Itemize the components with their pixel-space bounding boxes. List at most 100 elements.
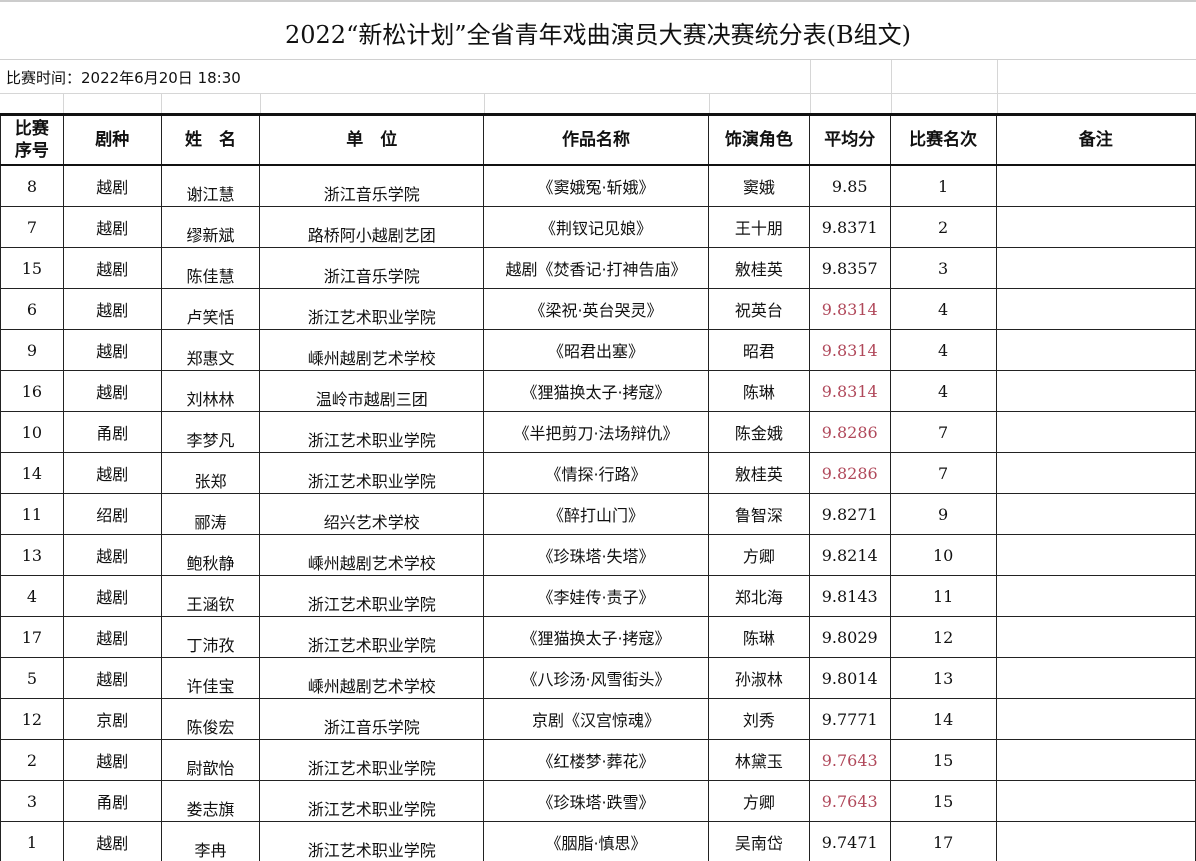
cell-unit[interactable]: 温岭市越剧三团 [259, 370, 485, 412]
cell-note[interactable] [995, 206, 1196, 248]
cell-role[interactable]: 窦娥 [707, 164, 810, 207]
cell-role[interactable]: 敫桂英 [707, 452, 810, 494]
cell-no[interactable]: 5 [0, 657, 64, 699]
cell-genre[interactable]: 越剧 [62, 206, 162, 248]
cell-work[interactable]: 《醉打山门》 [483, 493, 709, 535]
cell-role[interactable]: 鲁智深 [707, 493, 810, 535]
cell-genre[interactable]: 越剧 [62, 329, 162, 371]
cell-unit[interactable]: 绍兴艺术学校 [259, 493, 485, 535]
cell-score[interactable]: 9.8271 [808, 493, 891, 535]
cell-name[interactable]: 丁沛孜 [160, 616, 261, 658]
cell-no[interactable]: 11 [0, 493, 64, 535]
cell-unit[interactable]: 浙江艺术职业学院 [259, 288, 485, 330]
cell-work[interactable]: 《狸猫换太子·拷寇》 [483, 616, 709, 658]
cell-unit[interactable]: 浙江艺术职业学院 [259, 411, 485, 453]
cell-work[interactable]: 《狸猫换太子·拷寇》 [483, 370, 709, 412]
cell-unit[interactable]: 嵊州越剧艺术学校 [259, 657, 485, 699]
cell-role[interactable]: 陈琳 [707, 616, 810, 658]
cell-unit[interactable]: 嵊州越剧艺术学校 [259, 534, 485, 576]
cell-rank[interactable]: 15 [889, 739, 997, 781]
cell-note[interactable] [995, 575, 1196, 617]
cell-work[interactable]: 《窦娥冤·斩娥》 [483, 164, 709, 207]
cell-genre[interactable]: 越剧 [62, 370, 162, 412]
cell-role[interactable]: 敫桂英 [707, 247, 810, 289]
cell-genre[interactable]: 越剧 [62, 821, 162, 861]
cell-work[interactable]: 《荆钗记见娘》 [483, 206, 709, 248]
cell-name[interactable]: 缪新斌 [160, 206, 261, 248]
cell-role[interactable]: 昭君 [707, 329, 810, 371]
cell-rank[interactable]: 11 [889, 575, 997, 617]
cell-no[interactable]: 8 [0, 164, 64, 207]
cell-score[interactable]: 9.8214 [808, 534, 891, 576]
cell-name[interactable]: 李梦凡 [160, 411, 261, 453]
header-col-note[interactable]: 备注 [995, 113, 1196, 166]
cell-unit[interactable]: 浙江音乐学院 [259, 698, 485, 740]
cell-score[interactable]: 9.8014 [808, 657, 891, 699]
cell-note[interactable] [995, 247, 1196, 289]
cell-rank[interactable]: 1 [889, 164, 997, 207]
cell-no[interactable]: 9 [0, 329, 64, 371]
cell-no[interactable]: 12 [0, 698, 64, 740]
cell-note[interactable] [995, 288, 1196, 330]
cell-name[interactable]: 刘林林 [160, 370, 261, 412]
cell-note[interactable] [995, 329, 1196, 371]
cell-no[interactable]: 13 [0, 534, 64, 576]
cell-no[interactable]: 7 [0, 206, 64, 248]
cell-name[interactable]: 陈俊宏 [160, 698, 261, 740]
cell-role[interactable]: 陈琳 [707, 370, 810, 412]
cell-score[interactable]: 9.8314 [808, 370, 891, 412]
cell-genre[interactable]: 越剧 [62, 534, 162, 576]
cell-work[interactable]: 《珍珠塔·失塔》 [483, 534, 709, 576]
cell-note[interactable] [995, 370, 1196, 412]
cell-score[interactable]: 9.8314 [808, 329, 891, 371]
cell-genre[interactable]: 越剧 [62, 247, 162, 289]
header-col-rank[interactable]: 比赛名次 [889, 113, 997, 166]
cell-name[interactable]: 李冉 [160, 821, 261, 861]
cell-unit[interactable]: 浙江艺术职业学院 [259, 780, 485, 822]
cell-work[interactable]: 《胭脂·慎思》 [483, 821, 709, 861]
cell-genre[interactable]: 越剧 [62, 452, 162, 494]
cell-no[interactable]: 16 [0, 370, 64, 412]
cell-work[interactable]: 《情探·行路》 [483, 452, 709, 494]
cell-no[interactable]: 3 [0, 780, 64, 822]
cell-role[interactable]: 刘秀 [707, 698, 810, 740]
cell-genre[interactable]: 越剧 [62, 739, 162, 781]
cell-unit[interactable]: 浙江音乐学院 [259, 164, 485, 207]
cell-work[interactable]: 《八珍汤·风雪街头》 [483, 657, 709, 699]
cell-work[interactable]: 京剧《汉宫惊魂》 [483, 698, 709, 740]
cell-role[interactable]: 林黛玉 [707, 739, 810, 781]
cell-no[interactable]: 2 [0, 739, 64, 781]
cell-name[interactable]: 鲍秋静 [160, 534, 261, 576]
cell-score[interactable]: 9.8357 [808, 247, 891, 289]
cell-work[interactable]: 《珍珠塔·跌雪》 [483, 780, 709, 822]
cell-note[interactable] [995, 164, 1196, 207]
cell-unit[interactable]: 浙江艺术职业学院 [259, 616, 485, 658]
cell-rank[interactable]: 2 [889, 206, 997, 248]
cell-note[interactable] [995, 493, 1196, 535]
cell-no[interactable]: 10 [0, 411, 64, 453]
cell-genre[interactable]: 越剧 [62, 657, 162, 699]
cell-genre[interactable]: 甬剧 [62, 411, 162, 453]
cell-rank[interactable]: 14 [889, 698, 997, 740]
cell-rank[interactable]: 17 [889, 821, 997, 861]
cell-role[interactable]: 郑北海 [707, 575, 810, 617]
cell-unit[interactable]: 浙江艺术职业学院 [259, 739, 485, 781]
cell-work[interactable]: 《昭君出塞》 [483, 329, 709, 371]
cell-note[interactable] [995, 616, 1196, 658]
cell-no[interactable]: 14 [0, 452, 64, 494]
cell-score[interactable]: 9.7771 [808, 698, 891, 740]
cell-genre[interactable]: 甬剧 [62, 780, 162, 822]
cell-score[interactable]: 9.8286 [808, 411, 891, 453]
cell-rank[interactable]: 4 [889, 370, 997, 412]
cell-rank[interactable]: 13 [889, 657, 997, 699]
cell-genre[interactable]: 越剧 [62, 288, 162, 330]
cell-name[interactable]: 陈佳慧 [160, 247, 261, 289]
header-col-unit[interactable]: 单 位 [259, 113, 485, 166]
cell-note[interactable] [995, 452, 1196, 494]
cell-rank[interactable]: 12 [889, 616, 997, 658]
cell-name[interactable]: 张郑 [160, 452, 261, 494]
cell-rank[interactable]: 9 [889, 493, 997, 535]
cell-note[interactable] [995, 698, 1196, 740]
cell-no[interactable]: 15 [0, 247, 64, 289]
cell-score[interactable]: 9.7643 [808, 739, 891, 781]
